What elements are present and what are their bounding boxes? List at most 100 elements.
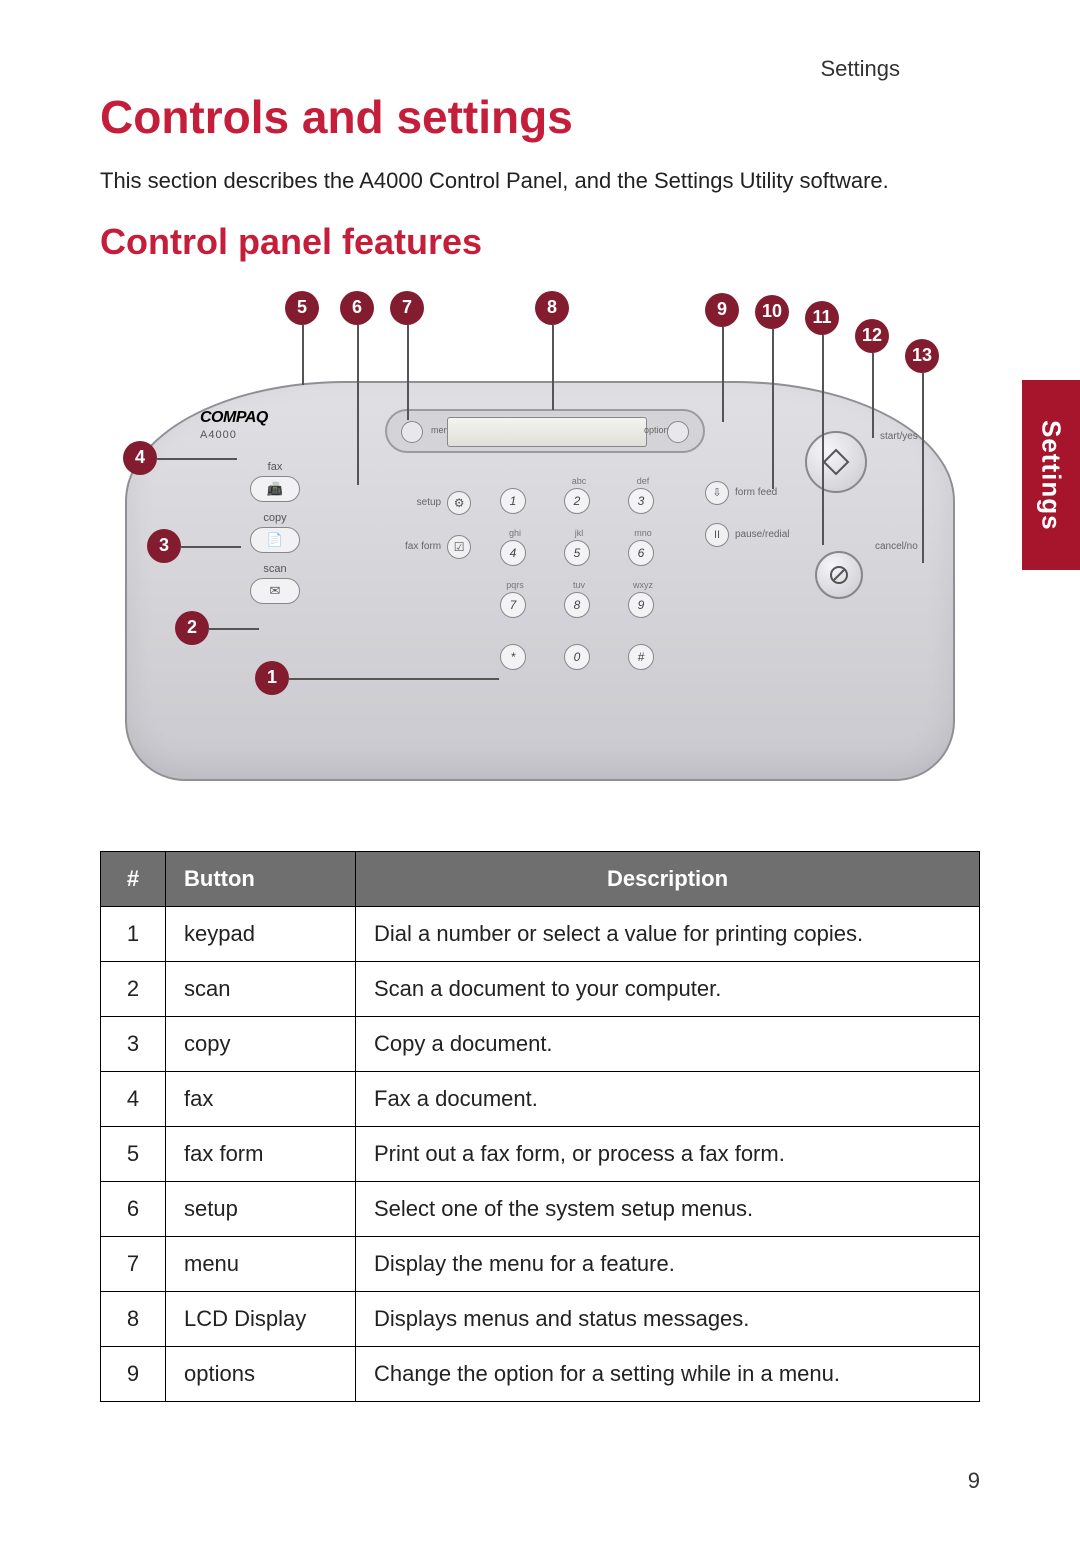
- keypad-key-0[interactable]: 0: [564, 644, 590, 670]
- fax-mode: fax 📠: [215, 461, 335, 502]
- callout-1: 1: [255, 661, 289, 695]
- cell-description: Displays menus and status messages.: [356, 1291, 980, 1346]
- keypad-key-2[interactable]: 2: [564, 488, 590, 514]
- keypad-key-label: def: [628, 476, 658, 486]
- keypad-cell: tuv 8: [564, 580, 594, 618]
- table-row: 9optionsChange the option for a setting …: [101, 1346, 980, 1401]
- cell-button: LCD Display: [166, 1291, 356, 1346]
- cancel-button[interactable]: [815, 551, 863, 599]
- page-number: 9: [968, 1468, 980, 1494]
- lcd-display: menu options: [385, 409, 705, 453]
- keypad-key-label: jkl: [564, 528, 594, 538]
- callout-12: 12: [855, 319, 889, 353]
- page-header-section: Settings: [821, 56, 901, 82]
- keypad-key-label: tuv: [564, 580, 594, 590]
- cell-button: menu: [166, 1236, 356, 1291]
- callout-9: 9: [705, 293, 739, 327]
- cell-number: 7: [101, 1236, 166, 1291]
- cell-button: scan: [166, 961, 356, 1016]
- brand-name: COMPAQ: [200, 409, 268, 427]
- keypad-key-#[interactable]: #: [628, 644, 654, 670]
- cell-description: Change the option for a setting while in…: [356, 1346, 980, 1401]
- keypad-key-6[interactable]: 6: [628, 540, 654, 566]
- features-table: # Button Description 1keypadDial a numbe…: [100, 851, 980, 1402]
- start-button[interactable]: [805, 431, 867, 493]
- keypad-key-*[interactable]: *: [500, 644, 526, 670]
- setup-item: setup ⚙: [405, 491, 471, 515]
- keypad-cell: *: [500, 632, 530, 670]
- keypad-key-5[interactable]: 5: [564, 540, 590, 566]
- setup-button[interactable]: ⚙: [447, 491, 471, 515]
- table-row: 8LCD DisplayDisplays menus and status me…: [101, 1291, 980, 1346]
- keypad-key-9[interactable]: 9: [628, 592, 654, 618]
- keypad-key-label: mno: [628, 528, 658, 538]
- control-panel-diagram: 5 6 7 8 9 10 11 12 13 4 3 2 1 COMPAQ A40…: [105, 281, 975, 791]
- copy-button[interactable]: 📄: [250, 527, 300, 553]
- cell-number: 2: [101, 961, 166, 1016]
- keypad-key-label: [564, 632, 594, 642]
- lcd-screen: [447, 417, 647, 447]
- cell-number: 5: [101, 1126, 166, 1181]
- keypad-key-4[interactable]: 4: [500, 540, 526, 566]
- col-description: Description: [356, 851, 980, 906]
- cell-button: options: [166, 1346, 356, 1401]
- page-content: Controls and settings This section descr…: [0, 0, 1080, 1402]
- fax-button[interactable]: 📠: [250, 476, 300, 502]
- keypad-cell: pqrs 7: [500, 580, 530, 618]
- callout-8: 8: [535, 291, 569, 325]
- col-button: Button: [166, 851, 356, 906]
- faxform-button[interactable]: ☑: [447, 535, 471, 559]
- cell-button: setup: [166, 1181, 356, 1236]
- keypad-key-8[interactable]: 8: [564, 592, 590, 618]
- options-button[interactable]: [667, 421, 689, 443]
- keypad-cell: #: [628, 632, 658, 670]
- section-tab: Settings: [1022, 380, 1080, 570]
- cell-description: Display the menu for a feature.: [356, 1236, 980, 1291]
- faxform-label: fax form: [405, 541, 441, 552]
- table-row: 6setupSelect one of the system setup men…: [101, 1181, 980, 1236]
- keypad-key-7[interactable]: 7: [500, 592, 526, 618]
- table-row: 2scanScan a document to your computer.: [101, 961, 980, 1016]
- setup-label: setup: [417, 497, 441, 508]
- scan-button[interactable]: ✉: [250, 578, 300, 604]
- brand-block: COMPAQ A4000: [200, 409, 268, 441]
- formfeed-button[interactable]: ⇩: [705, 481, 729, 505]
- pause-label: pause/redial: [735, 529, 789, 540]
- cell-button: copy: [166, 1016, 356, 1071]
- col-number: #: [101, 851, 166, 906]
- callout-7: 7: [390, 291, 424, 325]
- keypad-cell: wxyz 9: [628, 580, 658, 618]
- cell-description: Copy a document.: [356, 1016, 980, 1071]
- keypad-key-3[interactable]: 3: [628, 488, 654, 514]
- cell-description: Print out a fax form, or process a fax f…: [356, 1126, 980, 1181]
- callout-3: 3: [147, 529, 181, 563]
- table-row: 3copyCopy a document.: [101, 1016, 980, 1071]
- keypad-key-label: wxyz: [628, 580, 658, 590]
- cell-number: 9: [101, 1346, 166, 1401]
- table-row: 5fax formPrint out a fax form, or proces…: [101, 1126, 980, 1181]
- callout-5: 5: [285, 291, 319, 325]
- callout-11: 11: [805, 301, 839, 335]
- cell-description: Dial a number or select a value for prin…: [356, 906, 980, 961]
- keypad-key-label: abc: [564, 476, 594, 486]
- formfeed-label: form feed: [735, 487, 777, 498]
- section-heading: Control panel features: [100, 221, 980, 263]
- pause-button[interactable]: II: [705, 523, 729, 547]
- cell-number: 6: [101, 1181, 166, 1236]
- menu-button[interactable]: [401, 421, 423, 443]
- cell-number: 8: [101, 1291, 166, 1346]
- callout-13: 13: [905, 339, 939, 373]
- callout-4: 4: [123, 441, 157, 475]
- intro-paragraph: This section describes the A4000 Control…: [100, 166, 980, 197]
- keypad-cell: mno 6: [628, 528, 658, 566]
- callout-2: 2: [175, 611, 209, 645]
- keypad-key-label: pqrs: [500, 580, 530, 590]
- scan-label: scan: [215, 563, 335, 575]
- mode-column: fax 📠 copy 📄 scan ✉: [215, 461, 335, 614]
- copy-label: copy: [215, 512, 335, 524]
- keypad-key-label: [500, 632, 530, 642]
- cell-number: 1: [101, 906, 166, 961]
- table-row: 4faxFax a document.: [101, 1071, 980, 1126]
- utility-column: setup ⚙ fax form ☑: [405, 491, 471, 579]
- keypad-key-1[interactable]: 1: [500, 488, 526, 514]
